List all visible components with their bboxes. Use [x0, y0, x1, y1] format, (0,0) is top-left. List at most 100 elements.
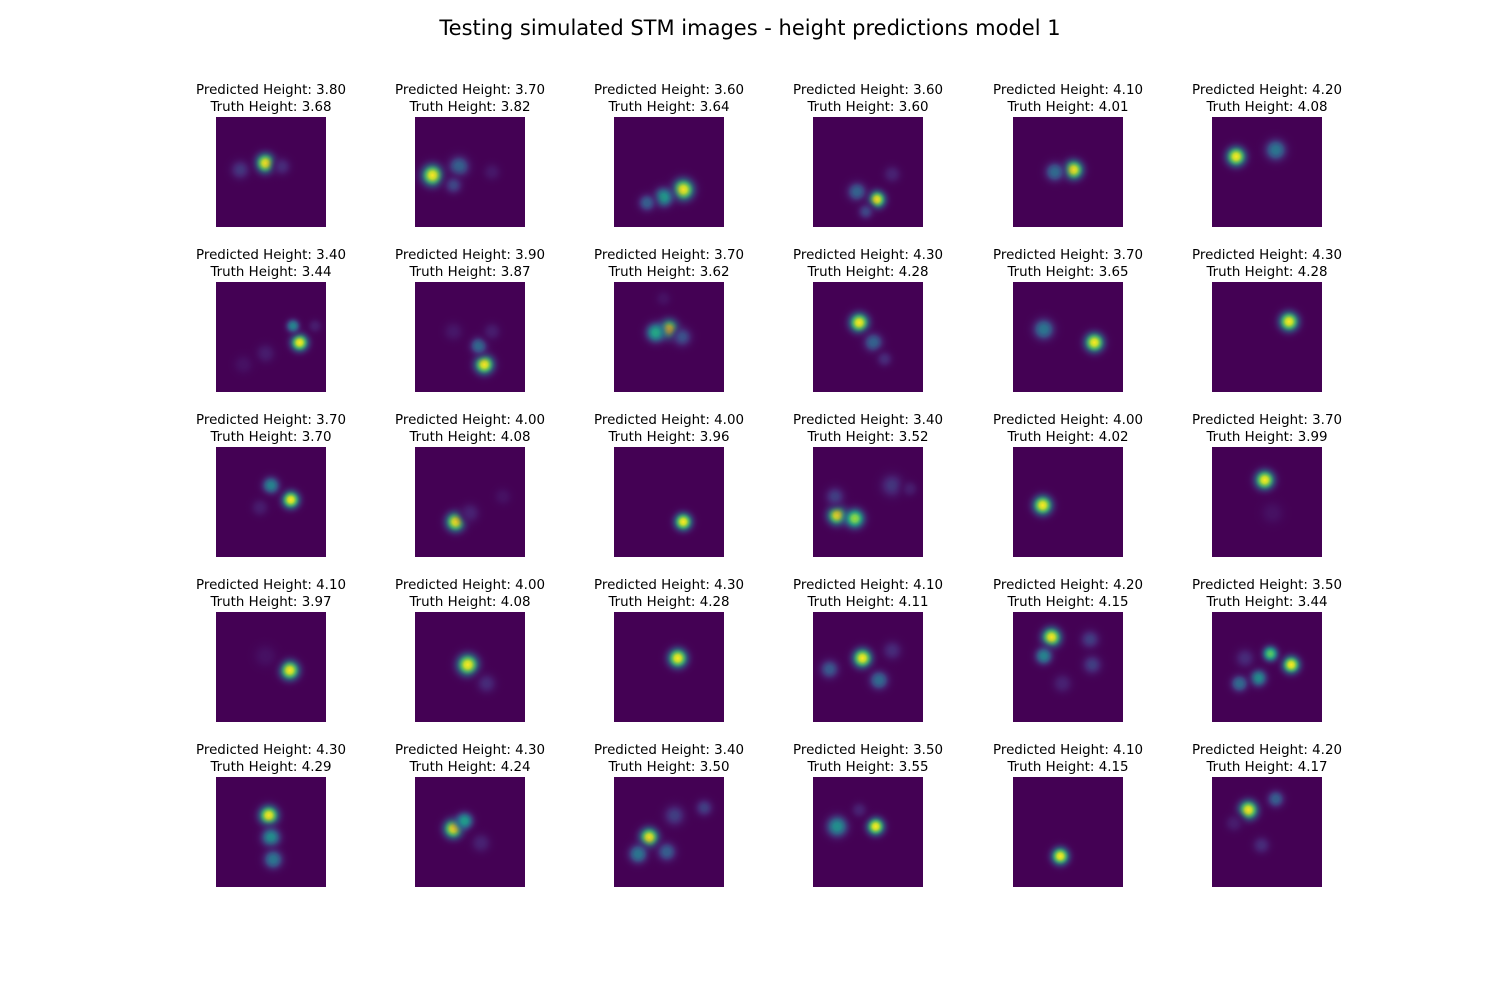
stm-blob — [1262, 295, 1316, 348]
truth-height-label: Truth Height: 4.15 — [1007, 760, 1129, 775]
stm-image — [813, 447, 923, 557]
stm-blob — [1028, 145, 1082, 199]
truth-height-label: Truth Height: 3.62 — [608, 265, 730, 280]
truth-height-label: Truth Height: 3.50 — [608, 760, 730, 775]
stm-panel: Predicted Height: 3.70 Truth Height: 3.99 — [1167, 412, 1367, 557]
stm-image — [1013, 777, 1123, 887]
stm-blob — [1036, 657, 1089, 710]
predicted-height-label: Predicted Height: 4.20 — [1192, 83, 1342, 98]
stm-panel: Predicted Height: 3.40 Truth Height: 3.52 — [768, 412, 968, 557]
truth-height-label: Truth Height: 3.65 — [1007, 265, 1129, 280]
predicted-height-label: Predicted Height: 4.30 — [793, 248, 943, 263]
stm-panel: Predicted Height: 4.30 Truth Height: 4.28 — [569, 577, 769, 722]
stm-blob — [659, 498, 708, 546]
predicted-height-label: Predicted Height: 3.40 — [793, 413, 943, 428]
stm-blob — [1246, 120, 1305, 180]
stm-blob — [246, 833, 300, 886]
stm-image — [1013, 447, 1123, 557]
stm-image — [614, 447, 724, 557]
stm-blob — [296, 307, 326, 345]
stm-panel: Predicted Height: 4.30 Truth Height: 4.24 — [370, 742, 570, 887]
predicted-height-label: Predicted Height: 3.60 — [594, 83, 744, 98]
stm-image — [216, 777, 326, 887]
stm-blob — [813, 642, 856, 696]
stm-blob — [217, 338, 270, 391]
stm-image — [813, 282, 923, 392]
stm-panel: Predicted Height: 3.50 Truth Height: 3.55 — [768, 742, 968, 887]
stm-blob — [460, 657, 513, 710]
stm-panel: Predicted Height: 3.70 Truth Height: 3.70 — [171, 412, 371, 557]
stm-blob — [1068, 316, 1121, 369]
predicted-height-label: Predicted Height: 3.70 — [1192, 413, 1342, 428]
predicted-height-label: Predicted Height: 3.70 — [196, 413, 346, 428]
stm-blob — [868, 150, 916, 198]
stm-image — [614, 612, 724, 722]
stm-blob — [1252, 777, 1300, 823]
stm-panel: Predicted Height: 3.70 Truth Height: 3.62 — [569, 247, 769, 392]
truth-height-label: Truth Height: 3.70 — [210, 430, 332, 445]
stm-blob — [427, 305, 480, 358]
stm-panel: Predicted Height: 3.70 Truth Height: 3.82 — [370, 82, 570, 227]
stm-blob — [623, 179, 671, 227]
truth-height-label: Truth Height: 3.44 — [210, 265, 332, 280]
stm-blob — [216, 143, 267, 197]
stm-panel: Predicted Height: 4.00 Truth Height: 4.02 — [968, 412, 1168, 557]
stm-panel: Predicted Height: 4.10 Truth Height: 4.11 — [768, 577, 968, 722]
stm-panel: Predicted Height: 4.10 Truth Height: 4.15 — [968, 742, 1168, 887]
stm-panel: Predicted Height: 4.20 Truth Height: 4.17 — [1167, 742, 1367, 887]
predicted-height-label: Predicted Height: 3.40 — [594, 743, 744, 758]
truth-height-label: Truth Height: 4.17 — [1206, 760, 1328, 775]
predicted-height-label: Predicted Height: 3.80 — [196, 83, 346, 98]
stm-panel: Predicted Height: 4.00 Truth Height: 4.08 — [370, 577, 570, 722]
predicted-height-label: Predicted Height: 4.30 — [594, 578, 744, 593]
stm-panel: Predicted Height: 4.20 Truth Height: 4.08 — [1167, 82, 1367, 227]
truth-height-label: Truth Height: 4.08 — [1206, 100, 1328, 115]
truth-height-label: Truth Height: 3.96 — [608, 430, 730, 445]
stm-panel: Predicted Height: 3.40 Truth Height: 3.44 — [171, 247, 371, 392]
predicted-height-label: Predicted Height: 3.90 — [395, 248, 545, 263]
predicted-height-label: Predicted Height: 3.70 — [395, 83, 545, 98]
stm-image — [813, 612, 923, 722]
stm-image — [1212, 777, 1322, 887]
truth-height-label: Truth Height: 4.02 — [1007, 430, 1129, 445]
stm-image — [813, 117, 923, 227]
stm-blob — [1212, 799, 1258, 847]
stm-blob — [865, 624, 919, 677]
stm-blob — [1016, 478, 1070, 532]
predicted-height-label: Predicted Height: 4.30 — [196, 743, 346, 758]
predicted-height-label: Predicted Height: 4.00 — [594, 413, 744, 428]
stm-blob — [651, 631, 705, 685]
predicted-height-label: Predicted Height: 4.10 — [196, 578, 346, 593]
stm-blob — [1218, 631, 1272, 685]
stm-blob — [680, 784, 724, 832]
stm-panel: Predicted Height: 4.30 Truth Height: 4.28 — [1167, 247, 1367, 392]
stm-blob — [838, 788, 881, 832]
stm-blob — [655, 310, 709, 364]
stm-image — [415, 117, 525, 227]
predicted-height-label: Predicted Height: 3.40 — [196, 248, 346, 263]
stm-blob — [479, 472, 525, 521]
stm-panel: Predicted Height: 3.40 Truth Height: 3.50 — [569, 742, 769, 887]
stm-blob — [468, 148, 516, 196]
stm-panel: Predicted Height: 4.00 Truth Height: 4.08 — [370, 412, 570, 557]
stm-image — [614, 282, 724, 392]
stm-image — [1013, 282, 1123, 392]
predicted-height-label: Predicted Height: 4.00 — [395, 413, 545, 428]
stm-image — [813, 777, 923, 887]
predicted-height-label: Predicted Height: 4.30 — [395, 743, 545, 758]
predicted-height-label: Predicted Height: 4.20 — [993, 578, 1143, 593]
stm-image — [216, 612, 326, 722]
stm-panel: Predicted Height: 4.20 Truth Height: 4.15 — [968, 577, 1168, 722]
predicted-height-label: Predicted Height: 4.10 — [993, 743, 1143, 758]
stm-panel: Predicted Height: 4.10 Truth Height: 3.97 — [171, 577, 371, 722]
stm-image — [216, 282, 326, 392]
stm-image — [614, 777, 724, 887]
stm-blob — [642, 282, 685, 320]
truth-height-label: Truth Height: 4.01 — [1007, 100, 1129, 115]
stm-blob — [1036, 832, 1085, 880]
truth-height-label: Truth Height: 3.52 — [807, 430, 929, 445]
stm-blob — [1240, 481, 1305, 545]
stm-image — [1013, 612, 1123, 722]
truth-height-label: Truth Height: 3.68 — [210, 100, 332, 115]
predicted-height-label: Predicted Height: 3.70 — [993, 248, 1143, 263]
